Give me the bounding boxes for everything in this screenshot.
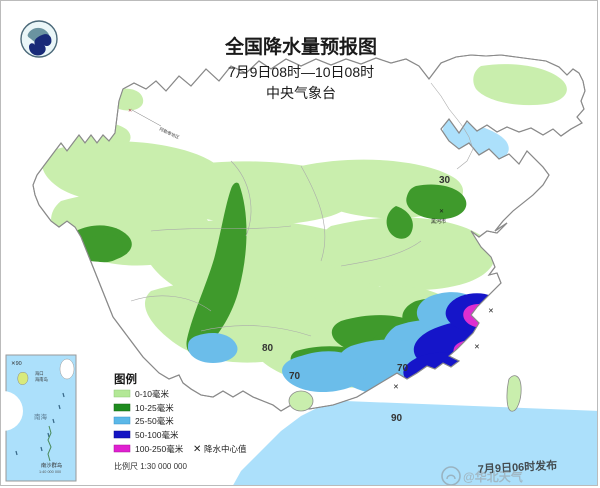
svg-text:✕: ✕	[193, 444, 201, 455]
svg-text:✕90: ✕90	[11, 361, 22, 367]
svg-text:25-50毫米: 25-50毫米	[135, 416, 174, 426]
svg-text:全国降水量预报图: 全国降水量预报图	[224, 35, 377, 58]
svg-text:90: 90	[391, 413, 403, 424]
svg-text:1:40 000 000: 1:40 000 000	[39, 470, 61, 474]
svg-text:黑河市: 黑河市	[431, 218, 446, 225]
svg-text:@华北天气: @华北天气	[463, 469, 523, 484]
svg-text:降水中心值: 降水中心值	[204, 444, 247, 454]
svg-text:70: 70	[397, 363, 409, 374]
svg-text:图例: 图例	[114, 372, 137, 386]
svg-text:✕: ✕	[474, 344, 480, 351]
svg-text:南海: 南海	[34, 412, 48, 421]
svg-text:✕: ✕	[393, 384, 399, 391]
svg-text:0-10毫米: 0-10毫米	[135, 389, 170, 399]
svg-text:比例尺 1:30 000 000: 比例尺 1:30 000 000	[114, 461, 187, 471]
svg-text:海口: 海口	[35, 370, 44, 377]
svg-text:10-25毫米: 10-25毫米	[135, 403, 174, 413]
svg-text:100-250毫米: 100-250毫米	[135, 444, 184, 454]
svg-text:7月9日08时—10日08时: 7月9日08时—10日08时	[228, 64, 374, 80]
svg-text:50-100毫米: 50-100毫米	[135, 430, 179, 440]
svg-text:中央气象台: 中央气象台	[266, 85, 336, 101]
svg-text:70: 70	[289, 371, 301, 382]
svg-text:南沙群岛: 南沙群岛	[41, 461, 62, 469]
svg-text:海南岛: 海南岛	[35, 376, 48, 383]
svg-text:✕: ✕	[128, 108, 132, 114]
svg-text:30: 30	[439, 175, 451, 186]
svg-text:✕: ✕	[439, 209, 444, 215]
svg-text:80: 80	[262, 343, 274, 354]
svg-text:✕: ✕	[488, 308, 494, 315]
